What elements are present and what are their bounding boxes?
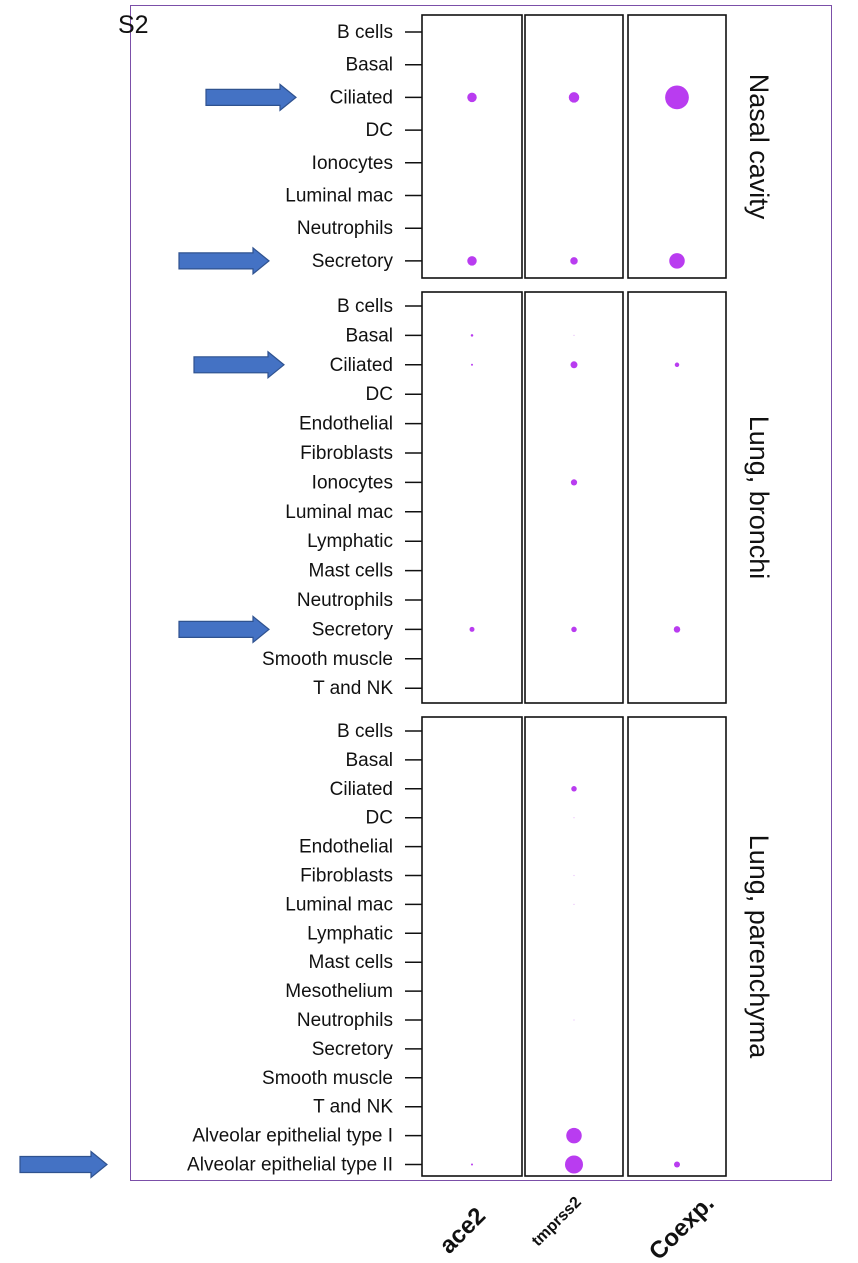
highlight-arrow-lung-bronchi-ciliated [193, 350, 285, 380]
row-label-endothelial: Endothelial [299, 414, 393, 435]
row-label-basal: Basal [345, 325, 393, 346]
dot-ciliated-coexp [665, 85, 689, 110]
panel-column-box-coexp [627, 14, 727, 279]
panel-label-lung-parenchyma: Lung, parenchyma [744, 835, 774, 1060]
row-label-t-and-nk: T and NK [313, 1097, 393, 1118]
row-label-smooth-muscle: Smooth muscle [262, 649, 393, 670]
panel-column-box-ace2 [421, 716, 523, 1177]
dot-basal-ace2 [470, 334, 474, 337]
row-label-b-cells: B cells [337, 22, 393, 43]
row-label-fibroblasts: Fibroblasts [300, 866, 393, 887]
panel-label-nasal-cavity: Nasal cavity [744, 74, 774, 220]
dot-ciliated-tmprss2 [568, 92, 580, 103]
row-label-ciliated: Ciliated [330, 87, 393, 108]
dot-alveolar-epithelial-type-i-tmprss2 [566, 1127, 582, 1144]
row-label-t-and-nk: T and NK [313, 678, 393, 699]
row-label-mesothelium: Mesothelium [285, 981, 393, 1002]
row-label-secretory: Secretory [312, 251, 394, 272]
figure-frame [130, 5, 832, 1181]
row-label-dc: DC [366, 120, 393, 141]
row-label-mast-cells: Mast cells [309, 952, 393, 973]
panel-label-lung-bronchi: Lung, bronchi [744, 416, 774, 580]
row-label-fibroblasts: Fibroblasts [300, 443, 393, 464]
highlight-arrow-nasal-cavity-secretory [178, 246, 270, 276]
dot-basal-tmprss2 [573, 334, 575, 337]
row-label-b-cells: B cells [337, 721, 393, 742]
row-label-alveolar-epithelial-type-i: Alveolar epithelial type I [192, 1126, 393, 1147]
dot-secretory-tmprss2 [571, 626, 577, 633]
dot-alveolar-epithelial-type-ii-coexp [674, 1161, 680, 1168]
row-label-ionocytes: Ionocytes [312, 153, 393, 174]
row-label-lymphatic: Lymphatic [307, 531, 393, 552]
highlight-arrow-lung-bronchi-secretory [178, 615, 270, 644]
cropped-title: S2 [118, 11, 149, 39]
row-label-ciliated: Ciliated [330, 355, 393, 376]
row-label-secretory: Secretory [312, 1039, 394, 1060]
row-label-dc: DC [366, 808, 393, 829]
panel-column-box-ace2 [421, 14, 523, 279]
row-label-neutrophils: Neutrophils [297, 218, 393, 239]
row-label-b-cells: B cells [337, 296, 393, 317]
dot-ciliated-ace2 [467, 92, 477, 103]
dot-secretory-coexp [673, 626, 681, 633]
column-label-coexp: Coexp. [644, 1190, 720, 1263]
row-label-secretory: Secretory [312, 619, 394, 640]
dot-secretory-ace2 [467, 256, 477, 266]
dot-fibroblasts-tmprss2 [573, 874, 575, 877]
dot-alveolar-epithelial-type-ii-ace2 [471, 1163, 473, 1166]
highlight-arrow-lung-parenchyma-alveolar-epithelial-type-ii [19, 1150, 108, 1179]
row-label-lymphatic: Lymphatic [307, 923, 393, 944]
row-label-basal: Basal [345, 750, 393, 771]
row-label-luminal-mac: Luminal mac [285, 502, 393, 523]
panel-column-box-coexp [627, 716, 727, 1177]
dot-ciliated-tmprss2 [570, 361, 578, 369]
panel-column-box-tmprss2 [524, 716, 624, 1177]
dot-luminal-mac-tmprss2 [573, 903, 575, 906]
row-label-luminal-mac: Luminal mac [285, 894, 393, 915]
row-label-neutrophils: Neutrophils [297, 1010, 393, 1031]
column-label-tmprss2: tmprss2 [529, 1194, 585, 1250]
column-label-ace2: ace2 [434, 1202, 491, 1259]
panel-column-box-tmprss2 [524, 14, 624, 279]
row-label-basal: Basal [345, 55, 393, 76]
row-label-ionocytes: Ionocytes [312, 472, 393, 493]
highlight-arrow-nasal-cavity-ciliated [205, 83, 297, 112]
row-label-endothelial: Endothelial [299, 837, 393, 858]
dot-secretory-tmprss2 [570, 257, 578, 265]
row-label-smooth-muscle: Smooth muscle [262, 1068, 393, 1089]
row-label-dc: DC [366, 384, 393, 405]
row-label-mast-cells: Mast cells [309, 561, 393, 582]
panel-column-box-ace2 [421, 291, 523, 704]
dot-ionocytes-tmprss2 [570, 479, 578, 486]
dot-ciliated-coexp [674, 362, 680, 368]
row-label-alveolar-epithelial-type-ii: Alveolar epithelial type II [187, 1155, 393, 1176]
dot-neutrophils-tmprss2 [573, 1019, 575, 1021]
row-label-neutrophils: Neutrophils [297, 590, 393, 611]
dot-ciliated-tmprss2 [571, 786, 577, 792]
panel-column-box-coexp [627, 291, 727, 704]
dot-secretory-ace2 [469, 626, 475, 632]
dot-dc-tmprss2 [573, 817, 575, 819]
row-label-luminal-mac: Luminal mac [285, 186, 393, 207]
row-label-ciliated: Ciliated [330, 779, 393, 800]
dot-secretory-coexp [669, 253, 685, 269]
dot-ciliated-ace2 [471, 363, 473, 366]
panel-column-box-tmprss2 [524, 291, 624, 704]
dot-alveolar-epithelial-type-ii-tmprss2 [565, 1155, 583, 1174]
